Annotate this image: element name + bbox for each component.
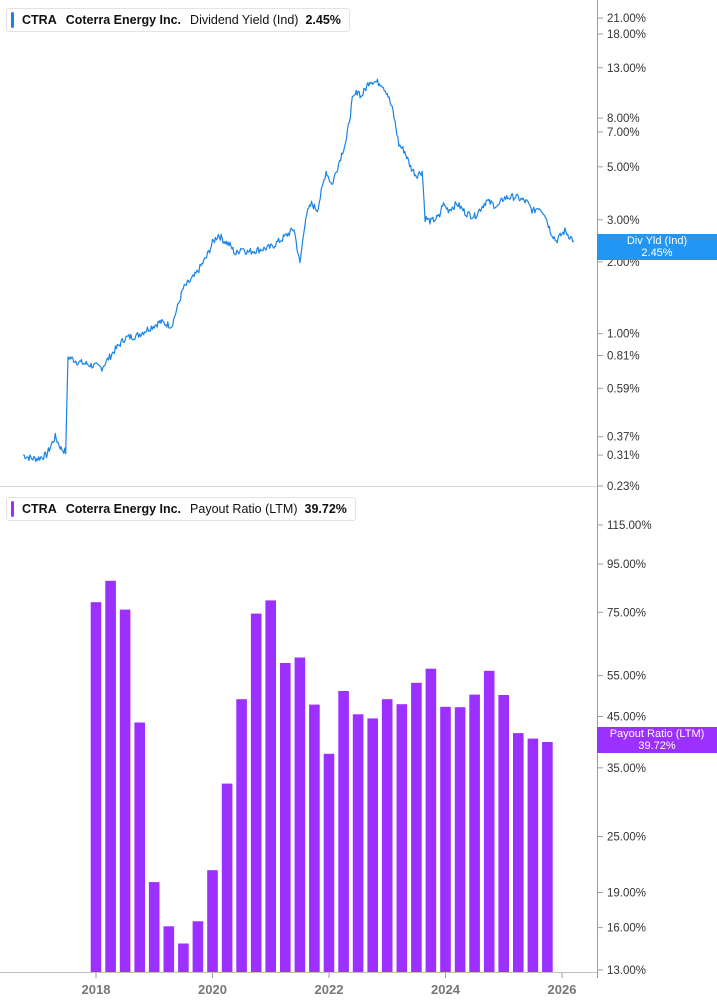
y-tick-label: 45.00%	[607, 712, 646, 724]
payout-bar	[105, 580, 116, 972]
payout-bar	[513, 733, 524, 972]
x-tick-label: 2022	[315, 982, 344, 997]
legend-ticker: CTRA	[22, 13, 57, 27]
x-tick-label: 2024	[431, 982, 461, 997]
payout-bar	[236, 699, 247, 972]
legend-metric: Dividend Yield (Ind)	[190, 13, 299, 27]
y-tick-label: 7.00%	[607, 127, 640, 139]
payout-bar	[163, 926, 175, 972]
legend-metric: Payout Ratio (LTM)	[190, 502, 298, 516]
legend-value: 2.45%	[305, 13, 341, 27]
y-tick-label: 75.00%	[607, 607, 646, 619]
y-tick-label: 19.00%	[607, 888, 646, 900]
payout-bar	[323, 753, 335, 972]
payout-bar	[280, 663, 291, 972]
y-tick-label: 0.59%	[607, 383, 640, 395]
payout-bar	[265, 600, 276, 972]
y-tick-label: 0.81%	[607, 351, 640, 363]
payout-bar	[90, 602, 102, 972]
y-tick-label: 21.00%	[607, 13, 646, 25]
legend-ticker: CTRA	[22, 502, 57, 516]
payout-bar	[469, 694, 480, 972]
bottom-panel-y-axis: 115.00% 95.00% 75.00% 55.00% 45.00% 35.00% 25.…	[597, 520, 652, 977]
payout-bar	[454, 707, 466, 972]
payout-bar	[527, 738, 539, 972]
y-tick-label: 0.37%	[607, 432, 640, 444]
tag-value: 39.72%	[638, 740, 676, 752]
payout-bar	[498, 695, 509, 972]
payout-bar	[425, 668, 437, 972]
x-tick-label: 2026	[548, 982, 577, 997]
legend-company: Coterra Energy Inc.	[65, 13, 182, 27]
payout-bar	[309, 704, 320, 972]
y-tick-label: 13.00%	[607, 965, 646, 977]
dividend-yield-line	[23, 78, 575, 463]
y-tick-label: 55.00%	[607, 671, 646, 683]
dividend-yield-value-tag: Div Yld (Ind) 2.45%	[597, 234, 717, 260]
payout-ratio-value-tag: Payout Ratio (LTM) 39.72%	[597, 727, 717, 753]
payout-bar	[119, 609, 131, 972]
y-tick-label: 5.00%	[607, 162, 640, 174]
payout-bar	[338, 691, 349, 972]
y-tick-label: 95.00%	[607, 559, 646, 571]
y-tick-label: 18.00%	[607, 29, 646, 41]
payout-ratio-series	[90, 580, 553, 972]
payout-bar	[294, 657, 306, 972]
legend-company: Coterra Energy Inc.	[65, 502, 182, 516]
payout-bar	[483, 670, 495, 972]
tag-value: 2.45%	[641, 247, 673, 259]
y-tick-label: 35.00%	[607, 763, 646, 775]
dividend-yield-series	[23, 78, 575, 463]
payout-bar	[411, 682, 422, 972]
y-tick-label: 0.31%	[607, 450, 640, 462]
payout-bar	[148, 882, 160, 972]
y-tick-label: 8.00%	[607, 113, 640, 125]
tag-label: Payout Ratio (LTM)	[609, 728, 705, 740]
top-legend[interactable]: CTRA Coterra Energy Inc. Dividend Yield …	[6, 8, 350, 32]
y-tick-label: 0.23%	[607, 481, 640, 493]
payout-bar	[381, 699, 393, 972]
y-tick-label: 25.00%	[607, 832, 646, 844]
y-tick-label: 115.00%	[607, 520, 652, 532]
x-tick-label: 2020	[198, 982, 227, 997]
payout-bar	[178, 943, 189, 972]
bar-swatch	[11, 501, 14, 517]
payout-bar	[367, 718, 378, 972]
tag-label: Div Yld (Ind)	[626, 235, 688, 247]
y-tick-label: 1.00%	[607, 329, 640, 341]
y-tick-label: 16.00%	[607, 923, 646, 935]
payout-bar	[192, 921, 204, 972]
y-tick-label: 3.00%	[607, 215, 640, 227]
payout-bar	[207, 870, 218, 972]
x-tick-label: 2018	[82, 982, 111, 997]
payout-bar	[542, 742, 553, 972]
bottom-legend[interactable]: CTRA Coterra Energy Inc. Payout Ratio (L…	[6, 497, 356, 521]
legend-value: 39.72%	[304, 502, 347, 516]
payout-bar	[134, 722, 145, 972]
line-swatch	[11, 12, 14, 28]
y-tick-label: 13.00%	[607, 63, 646, 75]
payout-bar	[352, 714, 364, 972]
payout-bar	[221, 783, 233, 972]
payout-bar	[250, 613, 262, 972]
x-axis: 2018 2020 2022 2024 2026	[82, 972, 577, 997]
payout-bar	[396, 704, 408, 972]
top-panel-y-axis: 21.00%18.00%13.00%8.00%7.00%5.00%3.00%2.…	[597, 13, 646, 493]
payout-bar	[440, 706, 451, 972]
